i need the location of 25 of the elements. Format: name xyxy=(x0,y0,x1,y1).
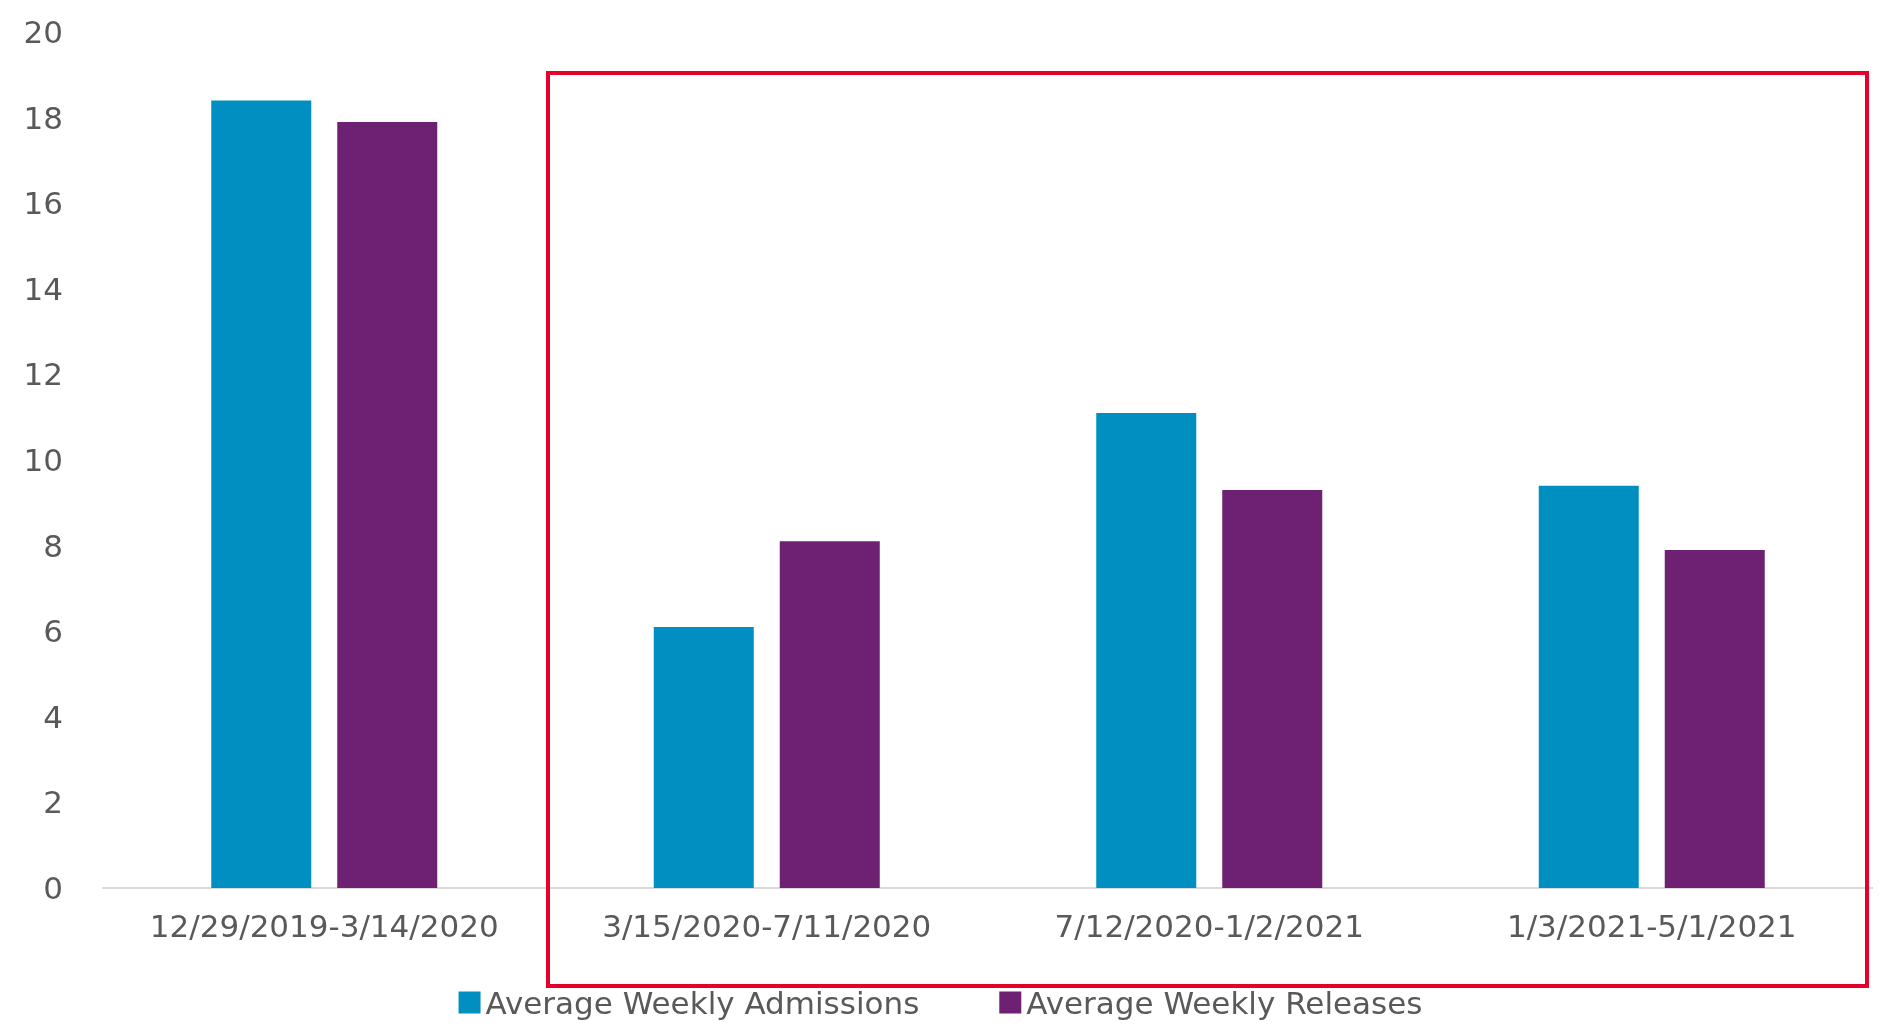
bar xyxy=(1538,485,1639,888)
x-tick-label: 3/15/2020-7/11/2020 xyxy=(602,907,932,944)
bar xyxy=(1222,489,1323,888)
bar xyxy=(337,121,438,888)
y-tick-label: 20 xyxy=(23,14,63,50)
y-tick-label: 18 xyxy=(23,99,63,136)
bar xyxy=(211,100,312,888)
y-tick-label: 10 xyxy=(23,442,63,478)
y-tick-label: 4 xyxy=(43,698,63,735)
legend-label: Average Weekly Releases xyxy=(1026,984,1423,1021)
y-tick-label: 2 xyxy=(43,784,63,821)
bar xyxy=(1664,549,1765,888)
bar xyxy=(653,626,754,888)
y-tick-label: 6 xyxy=(43,613,63,650)
x-tick-label: 12/29/2019-3/14/2020 xyxy=(149,907,499,944)
x-tick-label: 7/12/2020-1/2/2021 xyxy=(1054,907,1364,944)
legend-label: Average Weekly Admissions xyxy=(485,984,920,1021)
x-tick-label: 1/3/2021-5/1/2021 xyxy=(1506,907,1797,944)
y-tick-label: 12 xyxy=(23,356,63,393)
bar xyxy=(779,541,880,888)
bar xyxy=(1096,412,1197,888)
y-tick-label: 8 xyxy=(43,527,63,564)
y-tick-label: 16 xyxy=(23,185,63,222)
y-tick-label: 0 xyxy=(43,870,63,906)
y-tick-label: 14 xyxy=(23,270,63,307)
